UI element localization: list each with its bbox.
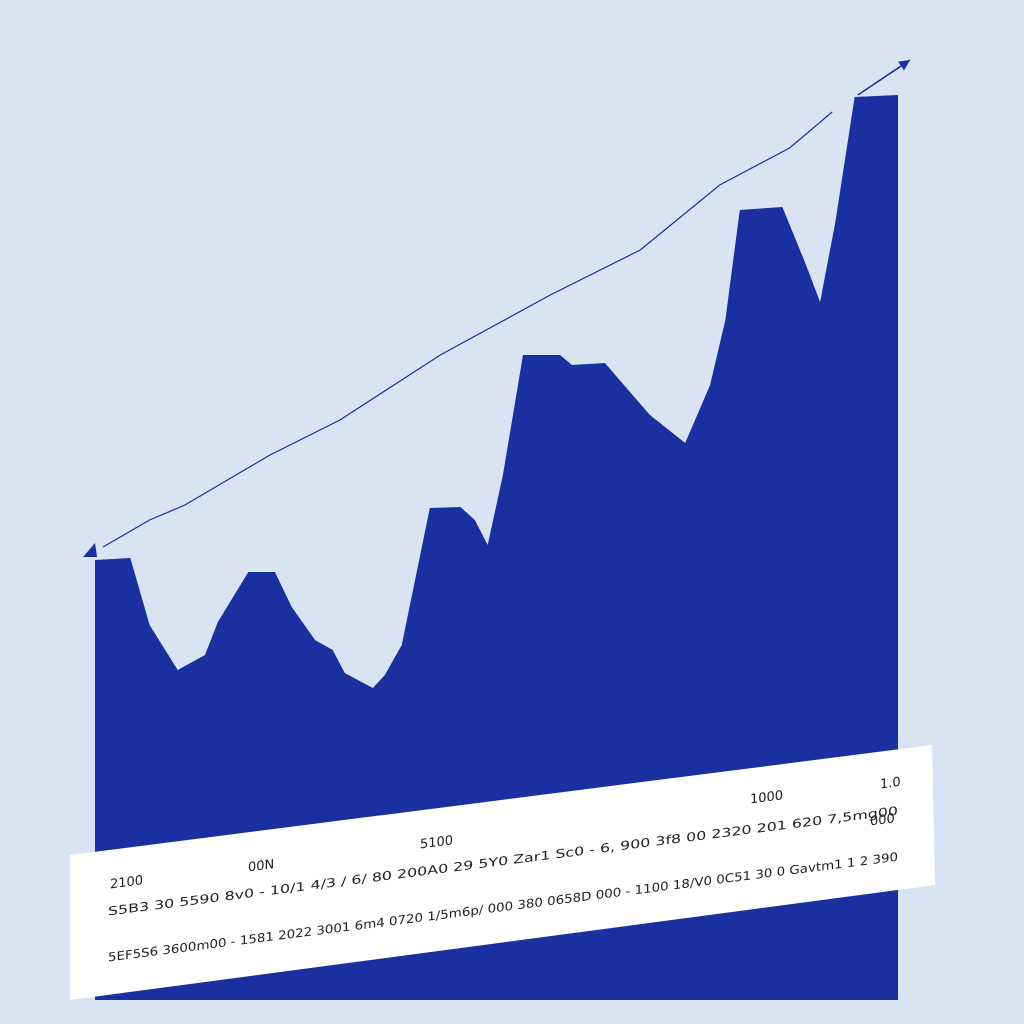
panel-label: 2100 [110,873,143,892]
panel-label: 1000 [750,788,783,807]
panel-label: 000 [870,811,895,829]
panel-label: 1.0 [880,775,901,793]
arrow-head [898,60,911,71]
plot-area [83,59,911,1000]
trend-line [102,111,833,548]
panel-label: 5100 [420,833,453,852]
area [95,95,898,1000]
data-panel [70,745,935,1000]
panel-label: 00N [248,857,274,875]
arrow-tail [83,543,98,557]
